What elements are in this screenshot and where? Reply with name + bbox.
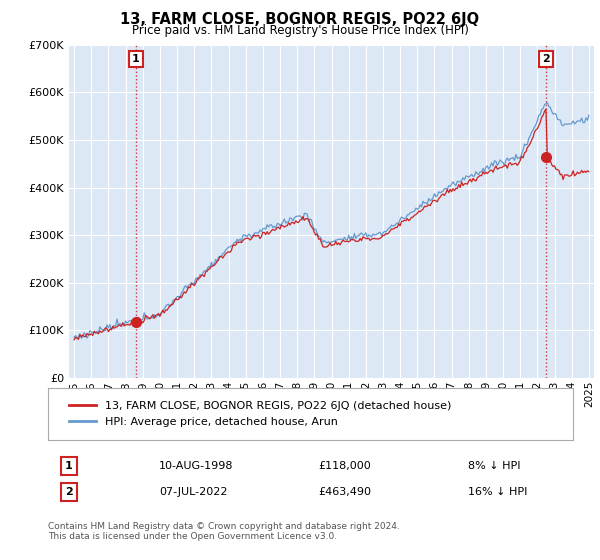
- Text: 1: 1: [132, 54, 140, 64]
- Text: £463,490: £463,490: [318, 487, 371, 497]
- Text: 1: 1: [65, 461, 73, 471]
- Text: 16% ↓ HPI: 16% ↓ HPI: [468, 487, 527, 497]
- Text: 10-AUG-1998: 10-AUG-1998: [159, 461, 233, 471]
- Text: 2: 2: [65, 487, 73, 497]
- Text: Price paid vs. HM Land Registry's House Price Index (HPI): Price paid vs. HM Land Registry's House …: [131, 24, 469, 37]
- Text: 2: 2: [542, 54, 550, 64]
- Text: 13, FARM CLOSE, BOGNOR REGIS, PO22 6JQ: 13, FARM CLOSE, BOGNOR REGIS, PO22 6JQ: [121, 12, 479, 27]
- Legend: 13, FARM CLOSE, BOGNOR REGIS, PO22 6JQ (detached house), HPI: Average price, det: 13, FARM CLOSE, BOGNOR REGIS, PO22 6JQ (…: [64, 396, 456, 432]
- Text: 07-JUL-2022: 07-JUL-2022: [159, 487, 227, 497]
- Text: Contains HM Land Registry data © Crown copyright and database right 2024.
This d: Contains HM Land Registry data © Crown c…: [48, 522, 400, 542]
- Text: 8% ↓ HPI: 8% ↓ HPI: [468, 461, 521, 471]
- Text: £118,000: £118,000: [318, 461, 371, 471]
